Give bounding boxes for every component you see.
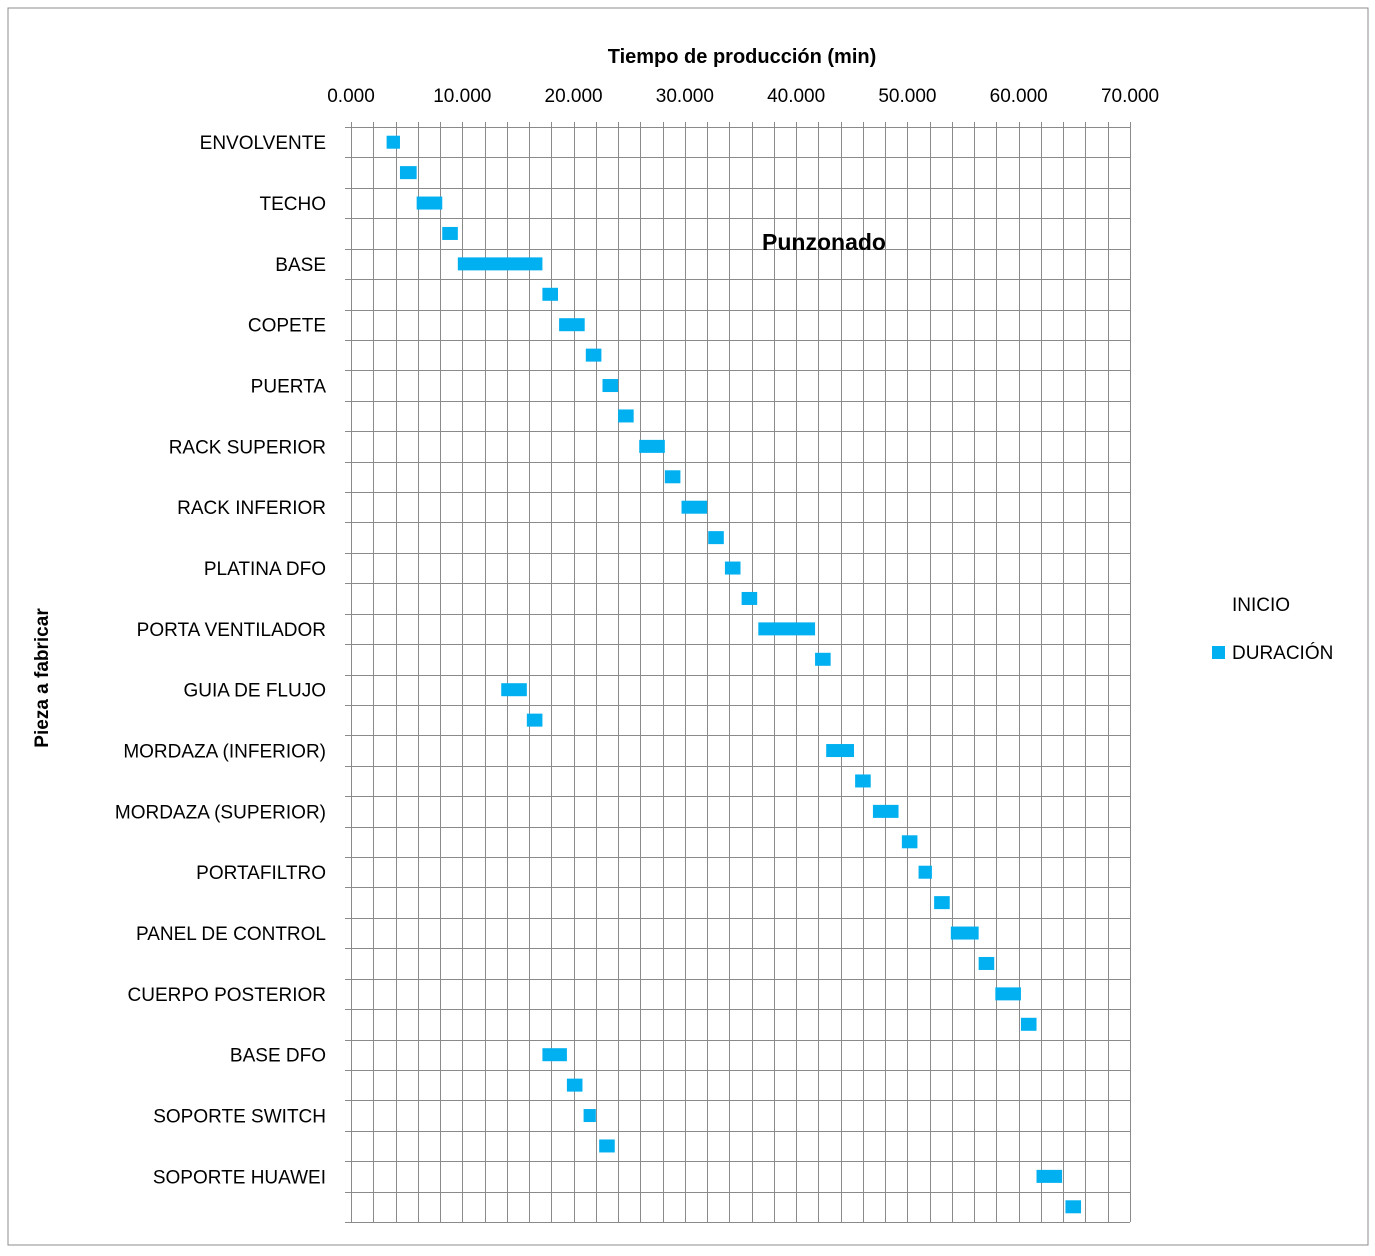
bar-duracion [1065,1200,1082,1214]
category-label: ENVOLVENTE [200,133,326,154]
x-tick-label: 50.000 [878,86,936,107]
grid-layer [345,122,1131,1223]
category-label: CUERPO POSTERIOR [128,985,326,1006]
bar-duracion [1036,1169,1063,1183]
legend: INICIO DURACIÓN [1212,595,1333,664]
bar-duracion [399,166,417,180]
category-label: RACK SUPERIOR [169,437,326,458]
bar-duracion [639,439,665,453]
tick-layer: 0.000 10.000 20.000 30.000 40.000 50.000 60.00… [327,86,1159,107]
bar-duracion [442,226,458,240]
bar-duracion [386,135,400,149]
category-label: PUERTA [251,377,327,398]
bar-duracion [602,379,619,393]
category-label: PANEL DE CONTROL [136,924,326,945]
category-label: MORDAZA (INFERIOR) [123,742,326,763]
bar-duracion [416,196,443,210]
category-label: COPETE [248,316,326,337]
category-label: PORTA VENTILADOR [137,620,326,641]
bar-duracion [585,348,602,362]
legend-label-inicio: INICIO [1232,595,1290,616]
bar-duracion [724,561,741,575]
category-label: BASE DFO [230,1046,326,1067]
category-label: SOPORTE SWITCH [153,1107,326,1128]
bar-duracion [599,1139,615,1153]
bar-duracion [618,409,634,423]
bar-duracion [741,591,758,605]
legend-swatch-duracion [1212,646,1225,659]
bar-duracion [978,956,995,970]
category-label: BASE [275,255,326,276]
bar-duracion [583,1109,596,1123]
category-label: TECHO [260,194,327,215]
label-layer: ENVOLVENTE TECHO BASE COPETE PUERTA RACK SUPE… [115,133,326,1188]
bar-duracion [872,804,899,818]
bar-duracion [855,774,871,788]
bar-duracion [501,683,527,697]
bar-duracion [826,744,855,758]
bar-duracion [995,987,1021,1001]
process-annotation: Punzonado [762,229,886,255]
x-tick-label: 60.000 [990,86,1048,107]
x-tick-label: 30.000 [656,86,714,107]
bar-duracion [815,652,831,666]
category-label: SOPORTE HUAWEI [153,1167,326,1188]
bar-duracion [918,865,932,879]
x-tick-label: 20.000 [545,86,603,107]
bar-duracion [542,1048,567,1062]
bar-duracion [526,713,543,727]
y-axis-title: Pieza a fabricar [32,608,53,748]
bar-duracion [542,287,558,301]
bar-duracion [559,318,585,332]
chart-frame [7,7,1369,1246]
bar-duracion [1020,1017,1037,1031]
category-label: PLATINA DFO [204,559,326,580]
chart-title: Tiempo de producción (min) [608,46,877,68]
category-label: GUIA DE FLUJO [183,681,326,702]
x-tick-label: 40.000 [767,86,825,107]
bar-duracion [664,470,681,484]
category-label: MORDAZA (SUPERIOR) [115,802,326,823]
bar-duracion [457,257,543,271]
bar-duracion [901,835,918,849]
x-tick-label: 0.000 [327,86,375,107]
bar-duracion [934,896,950,910]
bar-duracion [758,622,816,636]
bar-duracion [950,926,979,940]
bar-duracion [566,1078,583,1092]
category-label: RACK INFERIOR [177,498,326,519]
bar-layer [386,135,1082,1214]
category-label: PORTAFILTRO [196,863,326,884]
legend-label-duracion: DURACIÓN [1232,642,1333,664]
x-tick-label: 10.000 [433,86,491,107]
bar-duracion [681,500,708,514]
bar-duracion [708,531,724,545]
x-tick-label: 70.000 [1101,86,1159,107]
